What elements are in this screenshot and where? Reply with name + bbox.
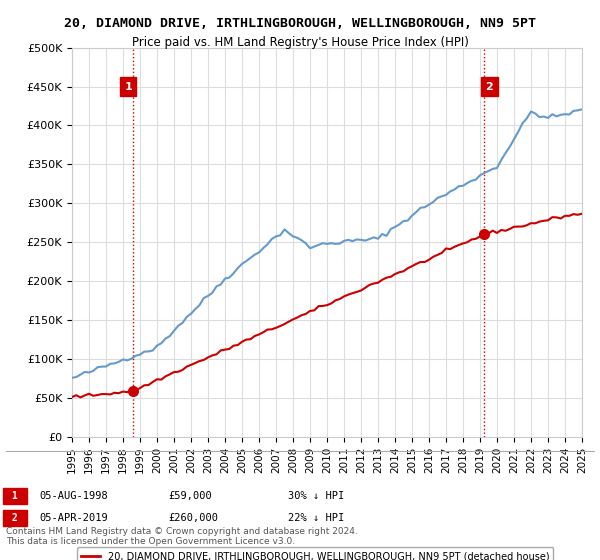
Text: 1: 1 — [6, 491, 23, 501]
Text: 20, DIAMOND DRIVE, IRTHLINGBOROUGH, WELLINGBOROUGH, NN9 5PT: 20, DIAMOND DRIVE, IRTHLINGBOROUGH, WELL… — [64, 17, 536, 30]
Text: Contains HM Land Registry data © Crown copyright and database right 2024.
This d: Contains HM Land Registry data © Crown c… — [6, 526, 358, 546]
Text: 2: 2 — [485, 82, 493, 91]
Text: 1: 1 — [124, 82, 132, 91]
Text: £260,000: £260,000 — [168, 513, 218, 523]
Text: Price paid vs. HM Land Registry's House Price Index (HPI): Price paid vs. HM Land Registry's House … — [131, 36, 469, 49]
Text: 30% ↓ HPI: 30% ↓ HPI — [288, 491, 344, 501]
Legend: 20, DIAMOND DRIVE, IRTHLINGBOROUGH, WELLINGBOROUGH, NN9 5PT (detached house), HP: 20, DIAMOND DRIVE, IRTHLINGBOROUGH, WELL… — [77, 547, 553, 560]
Text: 05-APR-2019: 05-APR-2019 — [39, 513, 108, 523]
Text: £59,000: £59,000 — [168, 491, 212, 501]
Text: 05-AUG-1998: 05-AUG-1998 — [39, 491, 108, 501]
Text: 22% ↓ HPI: 22% ↓ HPI — [288, 513, 344, 523]
Text: 2: 2 — [6, 513, 23, 523]
